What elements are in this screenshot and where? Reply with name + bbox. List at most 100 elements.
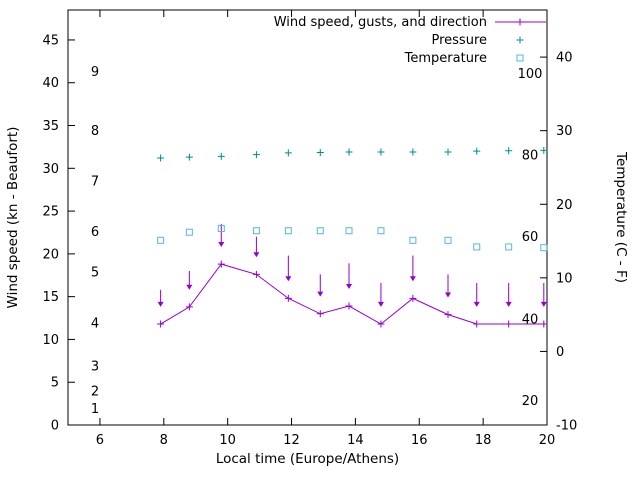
plus-marker [316, 148, 324, 156]
square-marker [185, 228, 193, 236]
y-left-tick-label: 35 [42, 119, 59, 134]
gust-arrow-head [157, 301, 164, 307]
beaufort-label: 5 [91, 265, 99, 280]
y-left-tick-label: 20 [42, 247, 59, 262]
beaufort-label: 3 [91, 359, 99, 374]
beaufort-label: 9 [91, 65, 99, 80]
legend-label-pressure: Pressure [431, 33, 487, 48]
gust-arrow-head [285, 276, 292, 282]
fahrenheit-label: 80 [522, 148, 539, 163]
gust-arrow-head [377, 301, 384, 307]
y-right-tick-label: 10 [556, 271, 573, 286]
square-marker [284, 227, 292, 235]
wind-speed-line [160, 263, 544, 325]
plus-marker [284, 149, 292, 157]
plus-marker [516, 36, 524, 44]
plus-marker [377, 148, 385, 156]
plus-marker [540, 146, 548, 154]
plus-marker [444, 148, 452, 156]
plus-marker [185, 303, 193, 311]
plus-marker [345, 148, 353, 156]
plus-marker [473, 320, 481, 328]
square-marker [377, 227, 385, 235]
x-tick-label: 18 [475, 433, 492, 448]
gust-arrow-head [409, 276, 416, 282]
y-left-tick-label: 5 [51, 376, 59, 391]
y-right-tick-label: 20 [556, 198, 573, 213]
legend-label-temperature: Temperature [404, 51, 487, 66]
beaufort-label: 7 [91, 175, 99, 190]
plus-marker [540, 320, 548, 328]
y-left-tick-label: 15 [42, 290, 59, 305]
gust-arrow-head [317, 291, 324, 297]
y-right-tick-label: -10 [556, 419, 577, 434]
plus-marker [516, 18, 524, 26]
gust-arrow-head [445, 292, 452, 298]
beaufort-label: 6 [91, 225, 99, 240]
plus-marker [473, 147, 481, 155]
plus-marker [217, 152, 225, 160]
y-right-axis-title: Temperature (C - F) [613, 151, 629, 283]
x-tick-label: 14 [347, 433, 364, 448]
square-marker [540, 244, 548, 252]
gust-arrow-head [346, 283, 353, 289]
x-tick-label: 16 [411, 433, 428, 448]
x-axis-title: Local time (Europe/Athens) [216, 451, 399, 467]
plus-marker [505, 320, 513, 328]
plus-marker [252, 270, 260, 278]
square-marker [252, 227, 260, 235]
plus-marker [409, 148, 417, 156]
square-marker [516, 54, 524, 62]
y-left-tick-label: 10 [42, 333, 59, 348]
x-tick-label: 8 [160, 433, 168, 448]
plus-marker [377, 320, 385, 328]
plus-marker [505, 147, 513, 155]
y-left-tick-label: 45 [42, 33, 59, 48]
plus-marker [345, 302, 353, 310]
fahrenheit-label: 100 [518, 67, 543, 82]
square-marker [217, 225, 225, 233]
plus-marker [444, 311, 452, 319]
square-marker [409, 236, 417, 244]
beaufort-label: 8 [91, 124, 99, 139]
plus-marker [409, 294, 417, 302]
plus-marker [217, 260, 225, 268]
plus-marker [157, 320, 165, 328]
gust-arrow-head [253, 252, 260, 258]
fahrenheit-label: 40 [522, 313, 539, 328]
beaufort-label: 2 [91, 384, 99, 399]
plus-marker [252, 151, 260, 159]
plus-marker [316, 310, 324, 318]
beaufort-label: 4 [91, 317, 99, 332]
square-marker [157, 236, 165, 244]
square-marker [316, 227, 324, 235]
x-tick-label: 10 [219, 433, 236, 448]
gust-arrow-head [540, 301, 547, 307]
fahrenheit-label: 60 [522, 230, 539, 245]
square-marker [345, 227, 353, 235]
plot-border [67, 9, 548, 426]
square-marker [505, 243, 513, 251]
gust-arrow-head [505, 301, 512, 307]
y-right-tick-label: 0 [556, 345, 564, 360]
x-tick-label: 12 [283, 433, 300, 448]
beaufort-label: 1 [91, 402, 99, 417]
plus-marker [185, 153, 193, 161]
x-tick-label: 6 [96, 433, 104, 448]
plus-marker [284, 294, 292, 302]
square-marker [473, 243, 481, 251]
y-right-tick-label: 30 [556, 124, 573, 139]
gust-arrow-head [473, 301, 480, 307]
y-left-tick-label: 25 [42, 205, 59, 220]
y-left-axis-title: Wind speed (kn - Beaufort) [5, 127, 21, 309]
y-left-tick-label: 30 [42, 162, 59, 177]
y-left-tick-label: 0 [51, 419, 59, 434]
plus-marker [157, 154, 165, 162]
x-tick-label: 20 [539, 433, 556, 448]
fahrenheit-label: 20 [522, 394, 539, 409]
y-right-tick-label: 40 [556, 51, 573, 66]
gust-arrow-head [218, 242, 225, 248]
gust-arrow-head [186, 284, 193, 290]
